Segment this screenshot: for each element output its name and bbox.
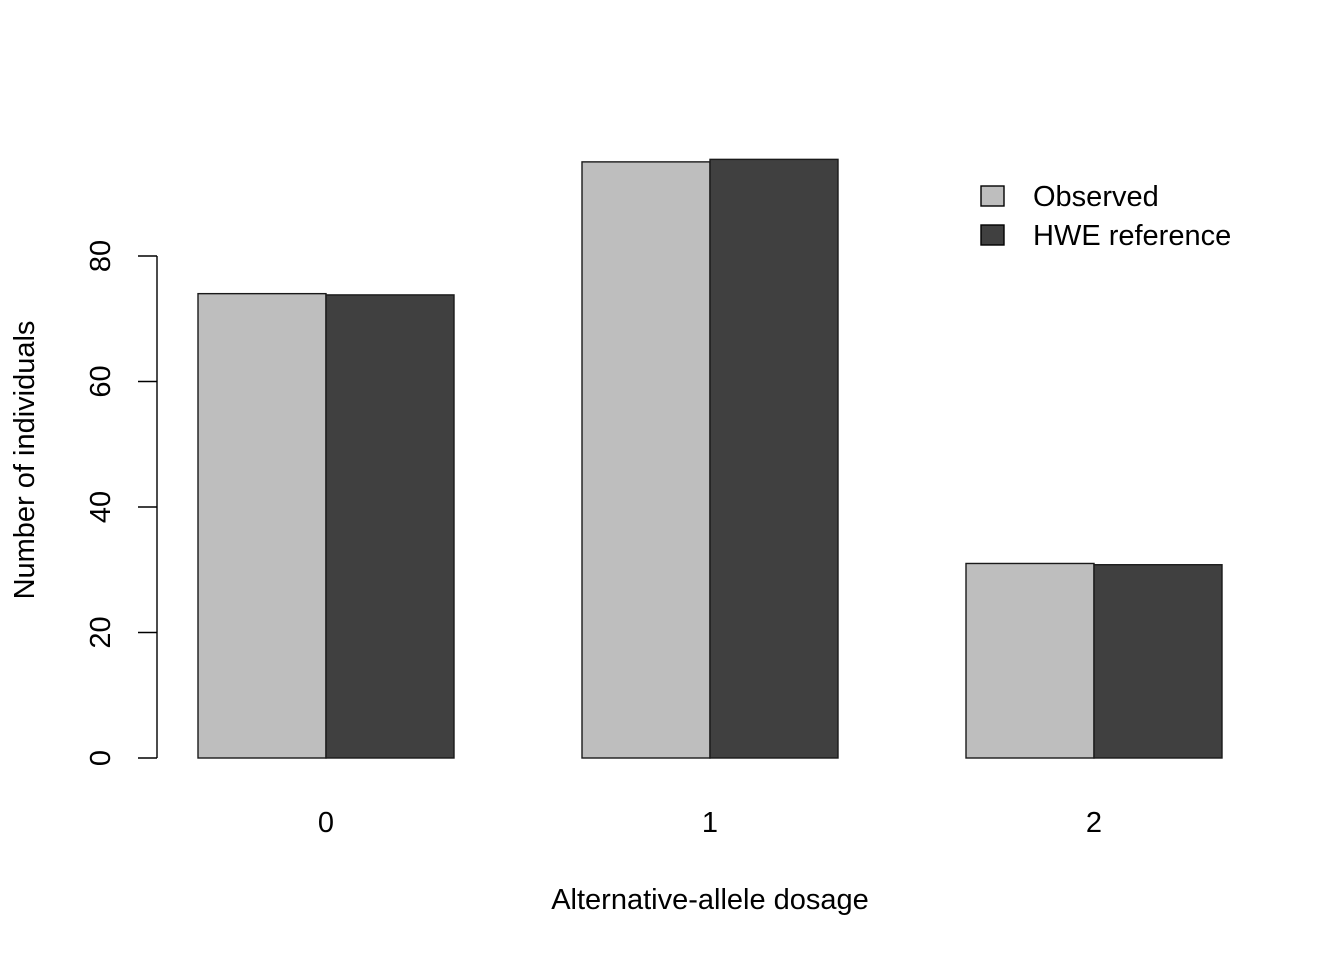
y-tick-label: 60 — [85, 365, 117, 397]
x-tick-label: 0 — [318, 807, 334, 839]
bars-layer — [197, 158, 1223, 759]
bar-hwe-reference-2 — [1093, 564, 1223, 759]
y-tick-label: 40 — [85, 491, 117, 523]
bar-hwe-reference-1 — [709, 158, 839, 759]
legend: Observed HWE reference — [980, 181, 1231, 252]
x-tick-label: 2 — [1086, 807, 1102, 839]
legend-swatch — [980, 224, 1005, 246]
legend-label: Observed — [1033, 181, 1159, 213]
y-tick-label: 80 — [85, 240, 117, 272]
y-ticks: 0 20 40 60 80 — [85, 240, 157, 766]
y-tick-label: 0 — [85, 750, 117, 766]
y-axis: 0 20 40 60 80 — [85, 240, 158, 766]
legend-swatch — [980, 185, 1005, 207]
bar-observed-1 — [581, 161, 711, 759]
legend-label: HWE reference — [1033, 220, 1231, 252]
x-axis-label: Alternative-allele dosage — [551, 884, 869, 916]
y-tick-label: 20 — [85, 616, 117, 648]
x-tick-label: 1 — [702, 807, 718, 839]
x-tick-labels: 0 1 2 — [318, 807, 1102, 839]
bar-observed-0 — [197, 292, 327, 759]
bar-hwe-reference-0 — [325, 294, 455, 759]
bar-observed-2 — [965, 562, 1095, 759]
y-axis-label: Number of individuals — [9, 321, 41, 600]
